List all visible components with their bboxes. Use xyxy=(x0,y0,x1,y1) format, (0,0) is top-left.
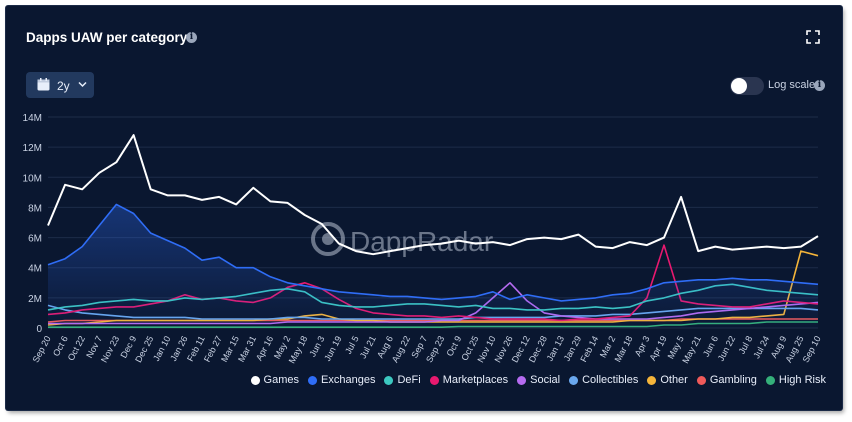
calendar-icon xyxy=(37,78,50,91)
legend-label: Exchanges xyxy=(321,374,376,386)
legend-swatch xyxy=(250,375,260,385)
legend-item[interactable]: DeFi xyxy=(384,374,421,386)
legend-swatch xyxy=(765,375,775,385)
legend-swatch xyxy=(647,375,657,385)
expand-icon[interactable] xyxy=(806,30,820,44)
legend-label: Other xyxy=(660,374,688,386)
legend-label: Collectibles xyxy=(582,374,639,386)
legend-label: High Risk xyxy=(778,374,826,386)
legend-item[interactable]: Other xyxy=(647,374,688,386)
watermark-logo xyxy=(311,222,345,256)
legend-label: Social xyxy=(530,374,561,386)
x-tick-label: Jul 8 xyxy=(737,334,755,355)
time-range-label: 2y xyxy=(57,79,70,93)
y-tick-label: 0 xyxy=(36,324,42,335)
x-tick-label: Jul 21 xyxy=(358,334,378,360)
chart-legend: Games Exchanges DeFi Marketplaces Social Coll… xyxy=(250,372,826,388)
x-tick-label: Jul 24 xyxy=(751,334,771,360)
legend-item[interactable]: Gambling xyxy=(696,374,757,386)
time-range-button[interactable]: 2y xyxy=(26,72,94,98)
y-tick-label: 14M xyxy=(23,113,42,124)
legend-swatch xyxy=(384,375,394,385)
legend-item[interactable]: Social xyxy=(517,374,560,386)
legend-label: Gambling xyxy=(709,374,757,386)
log-scale-label: Log scale xyxy=(768,79,816,91)
legend-swatch xyxy=(517,375,527,385)
legend-swatch xyxy=(569,375,579,385)
legend-label: Games xyxy=(263,374,300,386)
chevron-down-icon xyxy=(78,81,87,88)
y-tick-label: 10M xyxy=(23,173,42,184)
legend-label: DeFi xyxy=(397,374,421,386)
y-tick-label: 12M xyxy=(23,143,42,154)
legend-item[interactable]: High Risk xyxy=(765,374,826,386)
legend-label: Marketplaces xyxy=(442,374,509,386)
info-icon[interactable]: i xyxy=(186,32,197,43)
series-area-exchanges xyxy=(48,204,818,328)
legend-item[interactable]: Exchanges xyxy=(308,374,375,386)
y-tick-label: 6M xyxy=(28,234,42,245)
legend-swatch xyxy=(696,375,706,385)
series-line-exchanges xyxy=(47,203,819,302)
legend-swatch xyxy=(308,375,318,385)
legend-item[interactable]: Games xyxy=(250,374,300,386)
log-scale-info-icon[interactable]: i xyxy=(814,80,825,91)
toggle-knob xyxy=(731,78,747,94)
x-tick-label: Jul 5 xyxy=(343,334,361,355)
y-tick-label: 2M xyxy=(28,294,42,305)
legend-item[interactable]: Marketplaces xyxy=(429,374,509,386)
watermark-text: DappRadar xyxy=(350,226,493,257)
chart-card: Dapps UAW per category i 2y Log scale i … xyxy=(6,6,842,410)
legend-swatch xyxy=(429,375,439,385)
legend-item[interactable]: Collectibles xyxy=(569,374,638,386)
y-tick-label: 4M xyxy=(28,264,42,275)
log-scale-toggle[interactable] xyxy=(730,77,764,95)
page-title: Dapps UAW per category xyxy=(26,30,188,45)
y-tick-label: 8M xyxy=(28,203,42,214)
series-line-games xyxy=(47,134,819,256)
x-tick-label: Sep 20 xyxy=(31,334,53,364)
